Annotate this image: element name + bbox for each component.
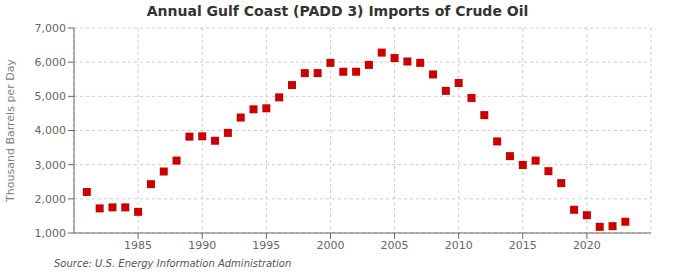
svg-text:3,000: 3,000 bbox=[35, 159, 67, 172]
svg-text:6,000: 6,000 bbox=[35, 56, 67, 69]
svg-text:1,000: 1,000 bbox=[35, 227, 67, 240]
svg-text:2,000: 2,000 bbox=[35, 193, 67, 206]
svg-text:5,000: 5,000 bbox=[35, 90, 67, 103]
svg-text:Thousand Barrels per Day: Thousand Barrels per Day bbox=[8, 59, 17, 203]
svg-text:1990: 1990 bbox=[188, 239, 216, 252]
svg-text:4,000: 4,000 bbox=[35, 124, 67, 137]
svg-text:7,000: 7,000 bbox=[35, 22, 67, 35]
svg-text:2020: 2020 bbox=[573, 239, 601, 252]
svg-text:2000: 2000 bbox=[316, 239, 344, 252]
svg-text:2005: 2005 bbox=[381, 239, 409, 252]
svg-text:1985: 1985 bbox=[124, 239, 152, 252]
svg-text:1995: 1995 bbox=[252, 239, 280, 252]
html-text:Source: U.S. Energy Informatio: Source: U.S. Energy Information Administ… bbox=[54, 258, 292, 269]
svg-text:2015: 2015 bbox=[509, 239, 537, 252]
svg-text:2010: 2010 bbox=[445, 239, 473, 252]
html-text:Annual Gulf Coast (PADD 3) Imp: Annual Gulf Coast (PADD 3) Imports of Cr… bbox=[146, 3, 529, 19]
